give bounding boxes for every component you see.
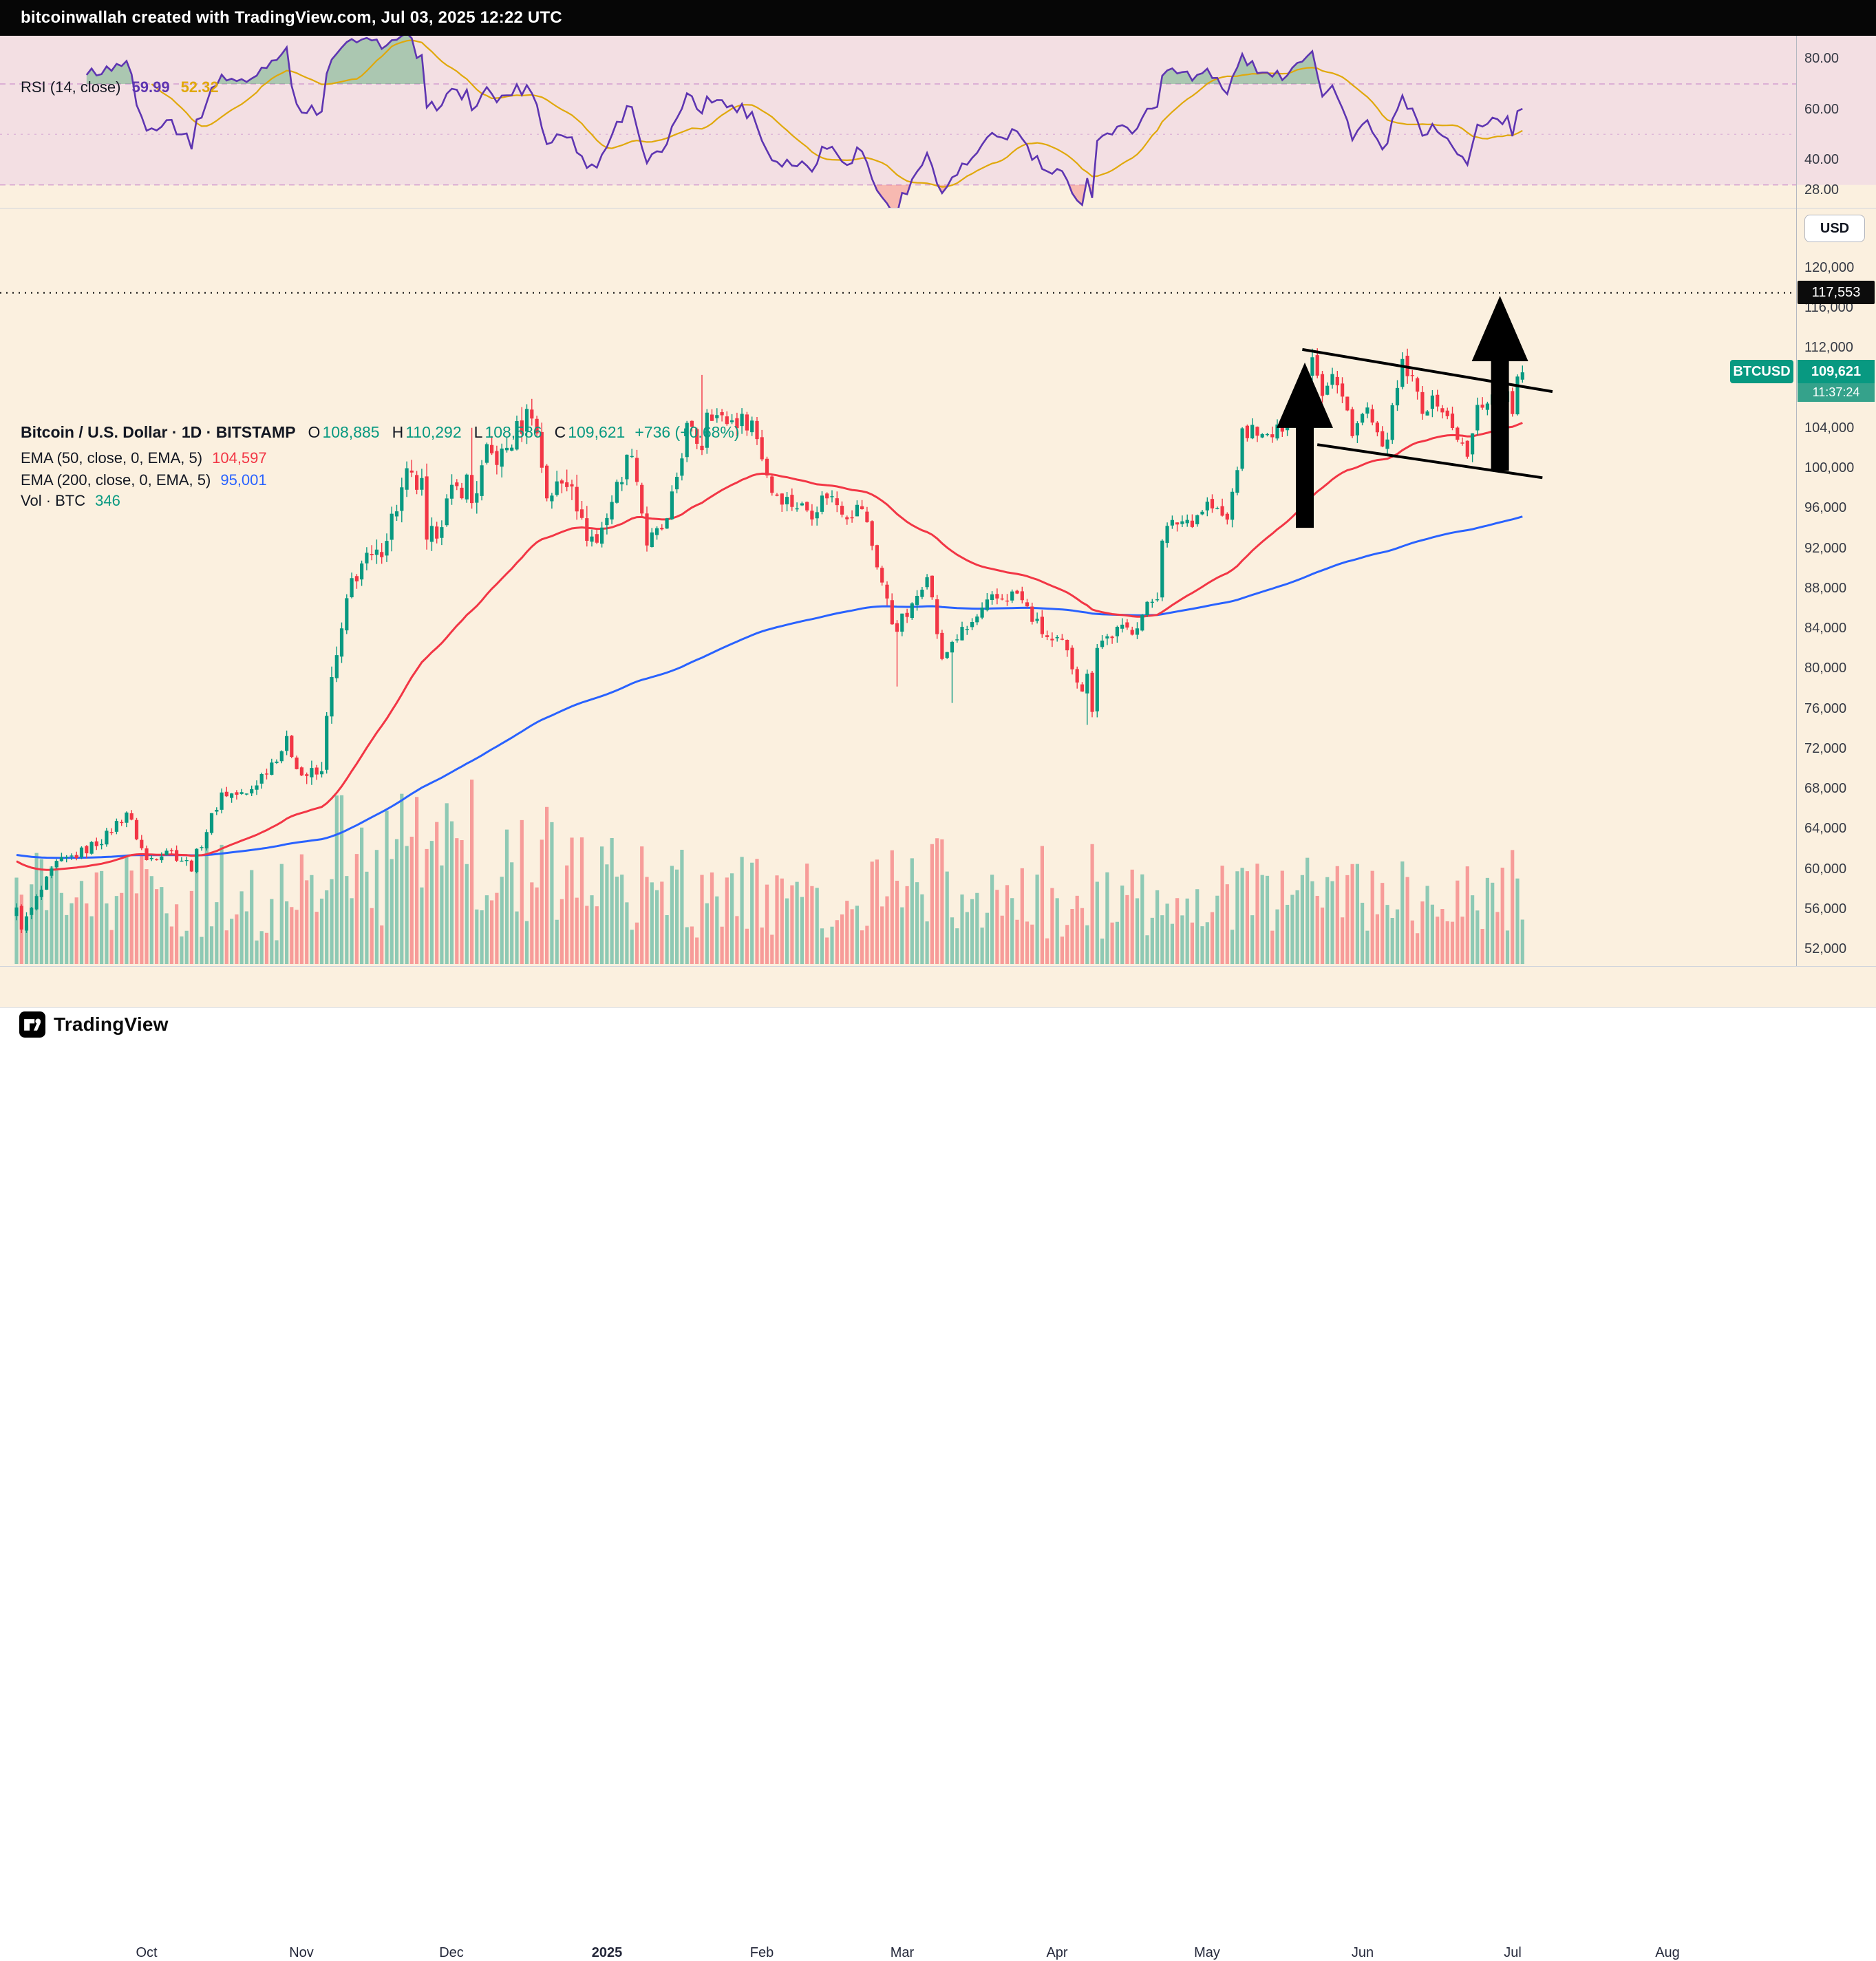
- rsi-value: 59.99: [131, 78, 170, 96]
- symbol-price-pill: BTCUSD: [1730, 360, 1793, 383]
- bar-countdown-tag: 11:37:24: [1798, 383, 1875, 402]
- price-axis-border: [1796, 36, 1797, 1007]
- low-label: L: [473, 423, 483, 441]
- rsi-legend[interactable]: RSI (14, close) 59.99 52.32: [21, 78, 219, 96]
- price-axis-label: 112,000: [1804, 340, 1853, 355]
- rsi-legend-title: RSI (14, close): [21, 78, 121, 96]
- ema200-value: 95,001: [220, 471, 267, 489]
- time-axis-label: Oct: [136, 1945, 158, 1960]
- price-axis-label: 72,000: [1804, 741, 1847, 756]
- price-pane[interactable]: Bitcoin / U.S. Dollar · 1D · BITSTAMP O …: [0, 208, 1876, 966]
- open-value: 108,885: [322, 423, 380, 441]
- time-axis-label: Jul: [1504, 1945, 1522, 1960]
- ema50-legend-row[interactable]: EMA (50, close, 0, EMA, 5) 104,597: [21, 449, 267, 467]
- attribution-bar: bitcoinwallah created with TradingView.c…: [0, 0, 1876, 36]
- symbol-title: Bitcoin / U.S. Dollar · 1D · BITSTAMP: [21, 423, 296, 441]
- volume-legend-row[interactable]: Vol · BTC 346: [21, 492, 120, 510]
- price-axis-label: 64,000: [1804, 821, 1847, 836]
- rsi-axis-label: 80.00: [1804, 51, 1840, 66]
- time-axis-label: Apr: [1046, 1945, 1068, 1960]
- tradingview-brand-text[interactable]: TradingView: [54, 1014, 169, 1035]
- tradingview-logo-icon[interactable]: [19, 1011, 45, 1038]
- price-axis-label: 80,000: [1804, 661, 1847, 676]
- time-axis-label: May: [1194, 1945, 1220, 1960]
- rsi-plot-canvas[interactable]: [0, 36, 1876, 208]
- footer-bar: TradingView: [0, 1007, 1876, 1041]
- ema200-label: EMA (200, close, 0, EMA, 5): [21, 471, 211, 489]
- time-axis-label: Aug: [1655, 1945, 1680, 1960]
- low-value: 108,586: [484, 423, 542, 441]
- price-axis-label: 96,000: [1804, 500, 1847, 515]
- volume-label: Vol · BTC: [21, 492, 86, 509]
- time-axis-label: Feb: [749, 1945, 774, 1960]
- price-axis-label: 104,000: [1804, 420, 1855, 436]
- ema50-label: EMA (50, close, 0, EMA, 5): [21, 449, 203, 467]
- rsi-axis-label: 60.00: [1804, 102, 1840, 117]
- price-axis-label: 60,000: [1804, 861, 1847, 877]
- time-axis-label: Jun: [1351, 1945, 1374, 1960]
- currency-usd-button[interactable]: USD: [1804, 215, 1865, 242]
- ema200-legend-row[interactable]: EMA (200, close, 0, EMA, 5) 95,001: [21, 471, 267, 489]
- close-label: C: [554, 423, 566, 441]
- high-label: H: [392, 423, 404, 441]
- rsi-ma-value: 52.32: [180, 78, 219, 96]
- rsi-axis-label: 28.00: [1804, 182, 1840, 197]
- symbol-legend-row[interactable]: Bitcoin / U.S. Dollar · 1D · BITSTAMP O …: [21, 423, 740, 442]
- price-axis-label: 84,000: [1804, 621, 1847, 636]
- time-axis-label: 2025: [591, 1945, 623, 1960]
- price-axis-label: 68,000: [1804, 781, 1847, 796]
- change-value: +736 (+0.68%): [635, 423, 740, 441]
- time-axis[interactable]: Oct Nov Dec 2025 Feb Mar Apr May Jun Jul Aug: [0, 966, 1876, 1960]
- alert-price-tag[interactable]: 117,553: [1798, 281, 1875, 304]
- price-axis-label: 120,000: [1804, 260, 1855, 275]
- price-plot-canvas[interactable]: [0, 208, 1876, 967]
- time-axis-label: Dec: [439, 1945, 464, 1960]
- price-axis-label: 100,000: [1804, 460, 1855, 475]
- time-axis-label: Nov: [289, 1945, 314, 1960]
- attribution-text: bitcoinwallah created with TradingView.c…: [21, 8, 562, 27]
- price-axis-label: 52,000: [1804, 941, 1847, 956]
- rsi-pane[interactable]: RSI (14, close) 59.99 52.32: [0, 36, 1876, 208]
- price-axis-label: 88,000: [1804, 581, 1847, 596]
- open-label: O: [308, 423, 321, 441]
- rsi-axis-label: 40.00: [1804, 152, 1840, 167]
- close-value: 109,621: [568, 423, 626, 441]
- price-axis-label: 92,000: [1804, 541, 1847, 556]
- high-value: 110,292: [405, 423, 462, 441]
- ema50-value: 104,597: [212, 449, 267, 467]
- volume-value: 346: [95, 492, 120, 509]
- time-axis-label: Mar: [890, 1945, 915, 1960]
- last-price-tag: 109,621: [1798, 360, 1875, 383]
- price-axis-label: 56,000: [1804, 901, 1847, 917]
- price-axis-label: 76,000: [1804, 701, 1847, 716]
